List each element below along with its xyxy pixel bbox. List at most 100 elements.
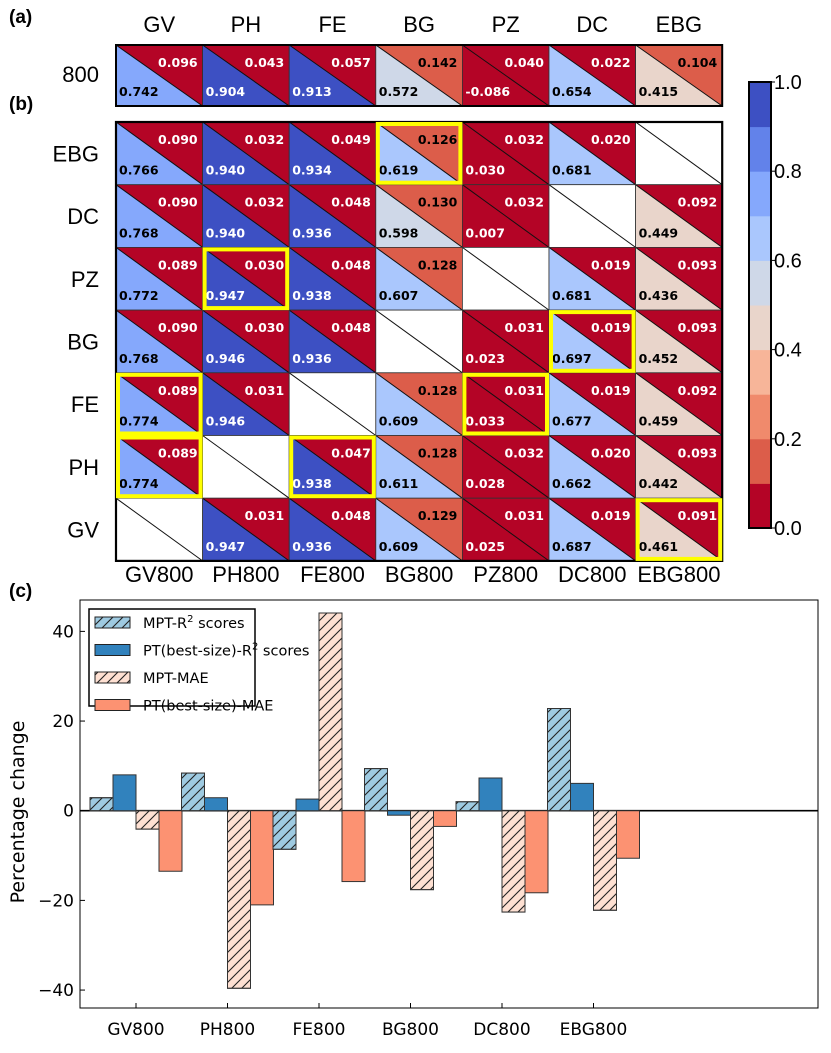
- row-label: DC: [67, 204, 99, 229]
- r2-value: 0.572: [379, 84, 419, 99]
- colorbar-segment: [749, 305, 771, 351]
- bar: [112, 774, 137, 812]
- colorbar-tick-label: 0.2: [774, 429, 802, 451]
- highlight-box: [375, 122, 463, 185]
- mae-value: 0.020: [591, 132, 631, 147]
- mae-value: 0.129: [418, 508, 458, 523]
- heatmap-cell: 0.092 0.459: [635, 372, 723, 436]
- y-tick-label: 40: [52, 622, 74, 642]
- heatmap-cell: 0.093 0.436: [635, 246, 723, 311]
- mae-value: 0.048: [331, 257, 371, 272]
- heatmap-cell: 0.031 0.033: [461, 372, 550, 436]
- mae-value: 0.057: [331, 55, 371, 70]
- diagonal-line: [548, 435, 636, 499]
- legend-label: PT(best-size)-MAE: [143, 699, 273, 715]
- r2-value: 0.936: [292, 351, 332, 366]
- heatmap-cell: 0.040 -0.086: [461, 44, 550, 107]
- r2-value: 0.768: [119, 351, 159, 366]
- bar: [524, 810, 549, 894]
- diagonal-line: [115, 497, 203, 562]
- heatmap-cell: 0.032 0.007: [461, 184, 550, 248]
- heatmap-cell: 0.093 0.442: [635, 435, 723, 499]
- diagonal-line: [288, 121, 377, 186]
- y-tick-label: 20: [52, 712, 74, 732]
- mae-value: 0.032: [245, 132, 285, 147]
- column-label: BG: [403, 12, 435, 37]
- row-label: BG: [67, 329, 99, 354]
- mae-value: 0.128: [418, 257, 458, 272]
- column-label: FE800: [300, 562, 365, 587]
- mae-value: 0.092: [678, 383, 718, 398]
- column-label: GV800: [125, 562, 194, 587]
- heatmap-cell: 0.129 0.609: [375, 497, 463, 562]
- heatmap-cell: 0.130 0.598: [375, 184, 463, 248]
- mae-value: 0.019: [591, 257, 631, 272]
- heatmap-cell: 0.030 0.947: [202, 246, 290, 311]
- diagonal-line: [115, 121, 203, 186]
- heatmap-cell: 0.093 0.452: [635, 309, 723, 374]
- mae-value: 0.048: [331, 508, 371, 523]
- mae-value: 0.142: [418, 55, 458, 70]
- plot-frame: [79, 599, 819, 1009]
- r2-value: 0.697: [552, 351, 592, 366]
- colorbar-frame: [748, 81, 772, 529]
- mae-value: 0.031: [504, 508, 544, 523]
- row-label: PZ: [71, 267, 99, 292]
- heatmap-cell: 0.049 0.934: [288, 121, 377, 186]
- diagonal-line: [462, 435, 550, 499]
- mae-value: 0.093: [678, 257, 718, 272]
- legend-label: PT(best-size)-R2 scores: [143, 642, 309, 660]
- bar: [387, 810, 411, 816]
- highlight-box: [635, 498, 723, 561]
- heatmap-cell: 0.022 0.654: [548, 44, 636, 107]
- heatmap-cell: 0.048 0.936: [288, 497, 377, 562]
- row-label: 800: [62, 62, 99, 87]
- diagonal-line: [202, 309, 290, 374]
- x-tick-label: GV800: [107, 1020, 164, 1040]
- mae-value: 0.032: [245, 195, 285, 210]
- x-tick-label: FE800: [293, 1020, 346, 1040]
- colorbar-segment: [749, 171, 771, 217]
- heatmap-cell: 0.032 0.940: [202, 184, 290, 248]
- y-tick-label: −20: [38, 891, 74, 911]
- mae-value: 0.031: [245, 383, 285, 398]
- r2-value: 0.774: [119, 476, 159, 491]
- heatmap-cell: 0.128 0.609: [375, 372, 463, 436]
- heatmap-cell: [202, 435, 290, 499]
- r2-value: 0.611: [379, 476, 419, 491]
- diagonal-line: [548, 497, 636, 562]
- diagonal-line: [115, 309, 203, 374]
- heatmap-cell: 0.032 0.028: [461, 435, 550, 499]
- diagonal-line: [548, 44, 636, 107]
- diagonal-line: [635, 372, 723, 436]
- heatmap-cell: 0.048 0.936: [288, 309, 377, 374]
- r2-value: 0.947: [206, 288, 246, 303]
- bar: [478, 777, 503, 812]
- column-label: FE: [318, 12, 346, 37]
- r2-value: 0.452: [639, 351, 679, 366]
- bar-hatch: [181, 772, 205, 812]
- colorbar-segment: [749, 438, 771, 484]
- legend-swatch: [94, 699, 131, 711]
- diagonal-line: [288, 44, 377, 107]
- x-tick-label: EBG800: [560, 1020, 628, 1040]
- diagonal-line: [288, 309, 377, 374]
- heatmap-cell: 0.089 0.774: [115, 435, 203, 499]
- diagonal-line: [548, 309, 636, 374]
- colorbar-segment: [749, 260, 771, 306]
- diagonal-line: [202, 497, 290, 562]
- r2-value: 0.028: [465, 476, 505, 491]
- heatmap-cell: 0.126 0.619: [375, 121, 463, 186]
- diagonal-line: [375, 121, 463, 186]
- r2-value: 0.662: [552, 476, 592, 491]
- mae-value: 0.043: [245, 55, 285, 70]
- mae-value: 0.090: [158, 132, 198, 147]
- heatmap-cell: 0.031 0.025: [461, 497, 550, 562]
- r2-value: 0.938: [292, 288, 332, 303]
- row-label: GV: [67, 518, 99, 543]
- r2-value: 0.461: [639, 539, 679, 554]
- heatmap-cell: 0.019 0.687: [548, 497, 636, 562]
- highlight-box: [289, 435, 376, 499]
- diagonal-line: [548, 372, 636, 436]
- r2-value: 0.687: [552, 539, 592, 554]
